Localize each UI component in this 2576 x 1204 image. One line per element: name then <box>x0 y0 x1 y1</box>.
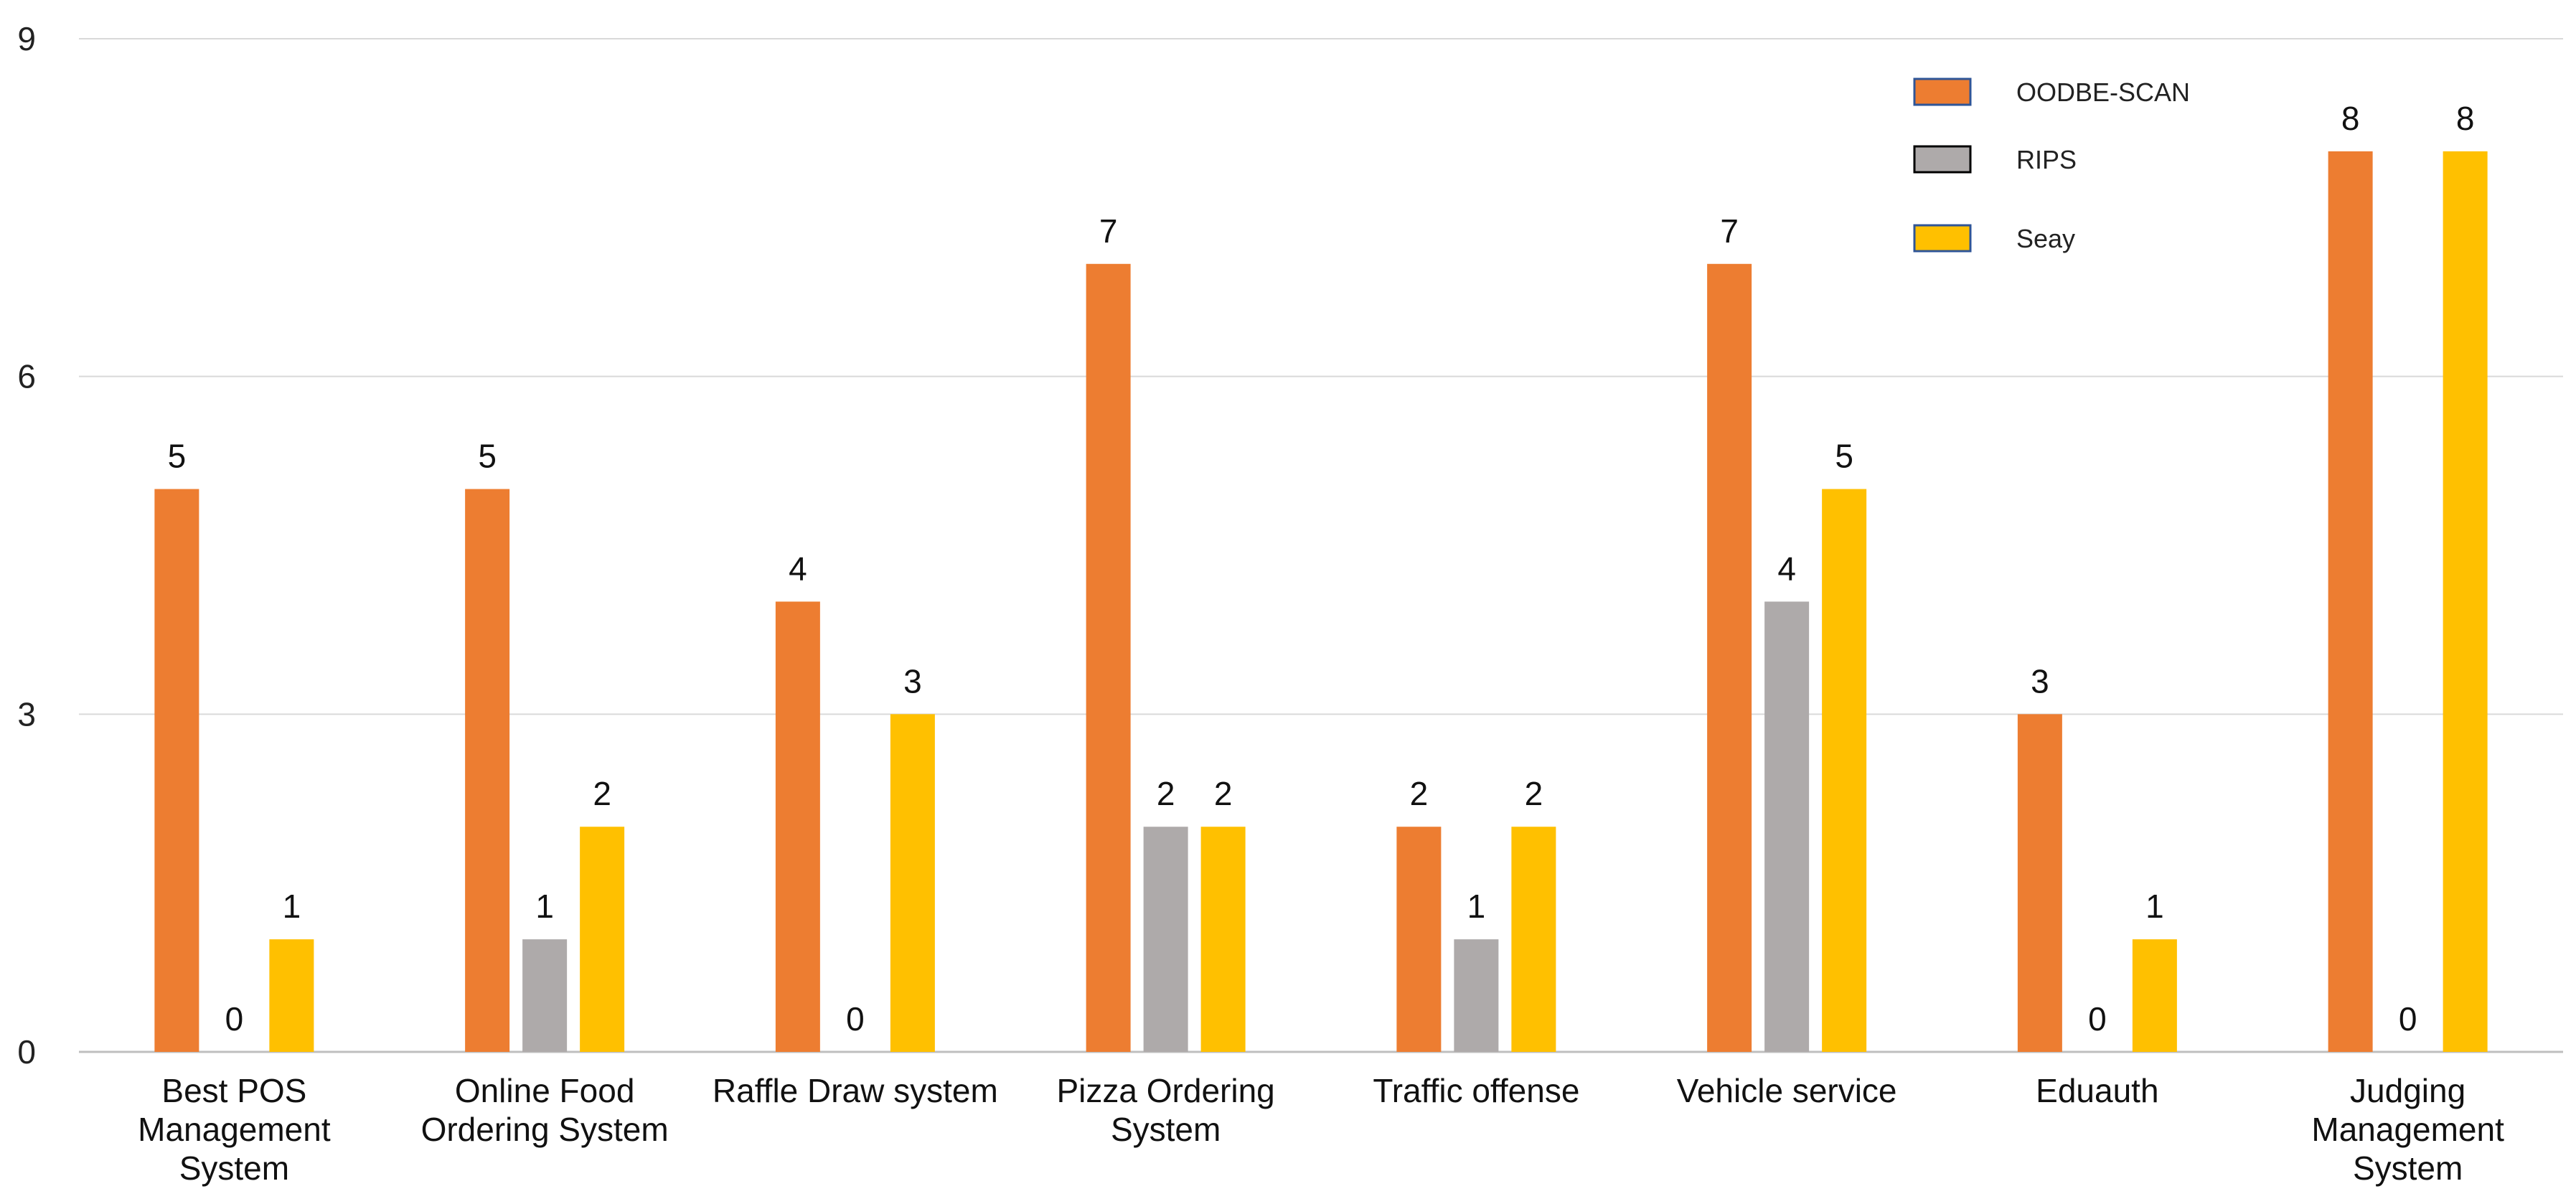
bar-seay-4 <box>1511 827 1556 1052</box>
data-label-oodbe-scan-5: 7 <box>1720 212 1739 250</box>
data-label-oodbe-scan-3: 7 <box>1099 212 1118 250</box>
bar-oodbe-scan-2 <box>775 601 820 1052</box>
data-label-oodbe-scan-7: 8 <box>2341 100 2360 137</box>
x-category-label-2: Raffle Draw system <box>713 1072 998 1109</box>
x-category-label-0: Best POS Management System <box>138 1072 331 1187</box>
bar-rips-1 <box>522 939 568 1052</box>
data-label-rips-2: 0 <box>846 1000 865 1038</box>
bar-seay-0 <box>269 939 314 1052</box>
x-category-label-6: Eduauth <box>2036 1072 2158 1109</box>
legend-swatch-rips <box>1913 145 1972 174</box>
bar-oodbe-scan-6 <box>2017 714 2062 1052</box>
bar-rips-3 <box>1143 827 1188 1052</box>
bar-seay-2 <box>890 714 935 1052</box>
data-label-seay-3: 2 <box>1214 775 1233 812</box>
bar-seay-6 <box>2132 939 2177 1052</box>
bar-oodbe-scan-5 <box>1707 263 1752 1052</box>
y-tick-label-9: 9 <box>17 20 36 57</box>
x-axis-categories: Best POS Management System Online Food Order… <box>138 1072 2504 1187</box>
legend-label-rips: RIPS <box>2016 145 2077 174</box>
data-label-rips-7: 0 <box>2399 1000 2417 1038</box>
legend-swatch-seay <box>1913 224 1972 253</box>
legend-swatch-oodbe-scan <box>1913 77 1972 106</box>
data-label-rips-5: 4 <box>1777 550 1796 587</box>
data-label-oodbe-scan-2: 4 <box>789 550 807 587</box>
data-label-oodbe-scan-1: 5 <box>478 438 497 475</box>
bar-oodbe-scan-1 <box>465 489 510 1052</box>
data-label-oodbe-scan-6: 3 <box>2031 662 2049 700</box>
data-label-rips-4: 1 <box>1467 888 1486 925</box>
x-category-label-1: Online Food Ordering System <box>421 1072 669 1148</box>
x-category-label-3: Pizza Ordering System <box>1057 1072 1275 1148</box>
bar-oodbe-scan-4 <box>1396 827 1442 1052</box>
data-label-seay-6: 1 <box>2145 888 2164 925</box>
legend-label-oodbe-scan: OODBE-SCAN <box>2016 77 2190 107</box>
data-label-rips-1: 1 <box>535 888 554 925</box>
data-label-seay-5: 5 <box>1835 438 1853 475</box>
bar-rips-5 <box>1764 601 1810 1052</box>
bar-rips-4 <box>1454 939 1499 1052</box>
x-category-label-5: Vehicle service <box>1677 1072 1897 1109</box>
data-label-seay-4: 2 <box>1525 775 1543 812</box>
bar-seay-1 <box>580 827 625 1052</box>
bar-oodbe-scan-3 <box>1086 263 1131 1052</box>
data-label-oodbe-scan-0: 5 <box>168 438 187 475</box>
data-label-seay-7: 8 <box>2456 100 2475 137</box>
data-label-seay-0: 1 <box>283 888 301 925</box>
gridlines <box>79 38 2563 1053</box>
data-label-oodbe-scan-4: 2 <box>1410 775 1429 812</box>
data-label-rips-3: 2 <box>1157 775 1175 812</box>
data-labels: 5 5 4 7 2 7 3 8 0 1 0 2 1 4 0 0 1 2 3 2 2 5 1 8 <box>168 100 2475 1038</box>
x-category-label-4: Traffic offense <box>1373 1072 1579 1109</box>
bar-seay-7 <box>2443 151 2488 1052</box>
legend-label-seay: Seay <box>2016 224 2075 253</box>
data-label-rips-6: 0 <box>2088 1000 2107 1038</box>
bar-seay-5 <box>1822 489 1867 1052</box>
bar-oodbe-scan-0 <box>154 489 199 1052</box>
legend: OODBE-SCAN RIPS Seay <box>1913 77 2190 253</box>
y-tick-label-0: 0 <box>17 1033 36 1071</box>
bars <box>154 151 2488 1052</box>
data-label-rips-0: 0 <box>225 1000 244 1038</box>
x-category-label-7: Judging Management System <box>2311 1072 2504 1187</box>
data-label-seay-2: 3 <box>903 662 922 700</box>
y-tick-label-6: 6 <box>17 358 36 395</box>
y-tick-label-3: 3 <box>17 695 36 733</box>
bar-seay-3 <box>1200 827 1246 1052</box>
bar-oodbe-scan-7 <box>2328 151 2373 1052</box>
y-axis-ticks: 0 3 6 9 <box>17 20 36 1071</box>
data-label-seay-1: 2 <box>593 775 611 812</box>
